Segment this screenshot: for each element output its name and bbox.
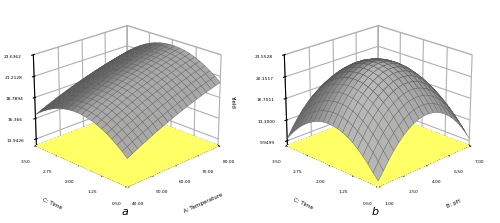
- Y-axis label: C: Time: C: Time: [292, 197, 314, 210]
- Text: b: b: [372, 207, 379, 217]
- X-axis label: A: Temperature: A: Temperature: [182, 193, 223, 214]
- X-axis label: B: pH: B: pH: [446, 198, 462, 209]
- Y-axis label: C: Time: C: Time: [41, 197, 62, 210]
- Text: a: a: [121, 207, 128, 217]
